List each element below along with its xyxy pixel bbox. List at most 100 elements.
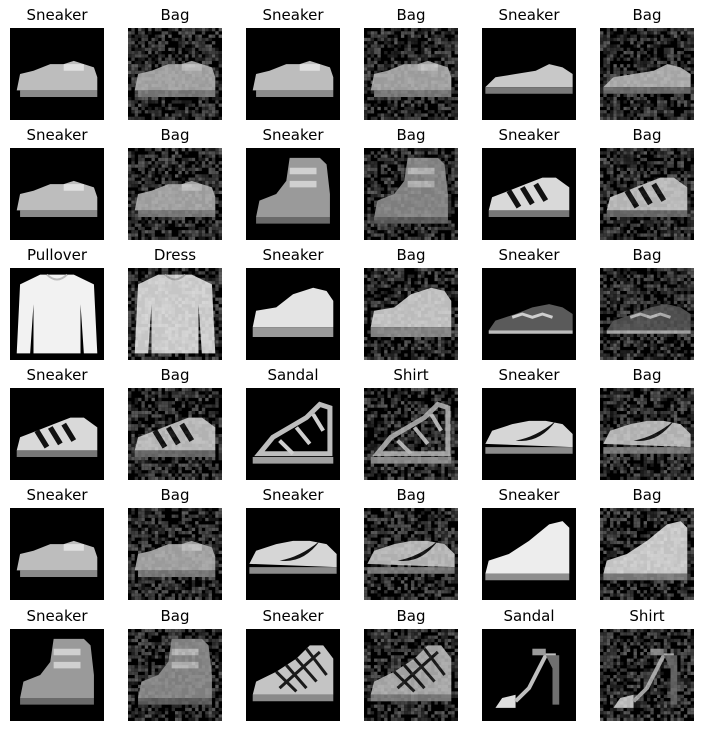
thumbnail-image — [482, 148, 576, 240]
cell-label: Bag — [632, 366, 662, 384]
thumbnail-image — [128, 629, 222, 721]
thumbnail-image — [246, 388, 340, 480]
sneaker-low-shape — [134, 540, 216, 577]
thumbnail-image — [600, 508, 694, 600]
grid-cell: Bag — [128, 0, 222, 120]
sandal-strappy-shape — [252, 401, 334, 464]
cell-label: Sneaker — [26, 6, 88, 24]
sneaker-swoosh-shape — [249, 540, 337, 574]
grid-cell: Sneaker — [482, 480, 576, 600]
thumbnail-image — [364, 148, 458, 240]
cell-label: Shirt — [393, 366, 429, 384]
sneaker-swoosh-shape — [603, 420, 691, 454]
sneaker-stripes-shape — [134, 417, 216, 457]
thumbnail-image — [364, 28, 458, 120]
cell-label: Sneaker — [498, 366, 560, 384]
thumbnail-image — [246, 629, 340, 721]
thumbnail-image — [364, 388, 458, 480]
thumbnail-image — [10, 388, 104, 480]
grid-cell: Bag — [364, 601, 458, 721]
thumbnail-image — [600, 28, 694, 120]
grid-cell: Shirt — [364, 360, 458, 480]
grid-cell: Sneaker — [10, 480, 104, 600]
cell-label: Bag — [396, 607, 426, 625]
sneaker-chunky-shape — [370, 287, 452, 337]
cell-label: Dress — [153, 246, 197, 264]
sneaker-low-shape — [16, 60, 98, 97]
grid-cell: Sneaker — [10, 0, 104, 120]
cell-label: Sneaker — [262, 126, 324, 144]
sandal-strappy-shape — [370, 401, 452, 464]
sneaker-low-shape — [134, 180, 216, 217]
thumbnail-image — [128, 388, 222, 480]
thumbnail-image — [482, 629, 576, 721]
grid-cell: Sneaker — [246, 0, 340, 120]
grid-cell: Sneaker — [10, 360, 104, 480]
grid-cell: Bag — [364, 240, 458, 360]
grid-cell: Sneaker — [246, 120, 340, 240]
thumbnail-image — [128, 268, 222, 360]
grid-cell: Bag — [364, 120, 458, 240]
cell-label: Bag — [396, 486, 426, 504]
cell-label: Sneaker — [498, 486, 560, 504]
thumbnail-image — [482, 508, 576, 600]
sneaker-flat-shape — [485, 64, 573, 94]
pullover-shape — [16, 273, 98, 354]
cell-label: Sneaker — [26, 126, 88, 144]
cell-label: Bag — [396, 126, 426, 144]
thumbnail-image — [600, 629, 694, 721]
cell-label: Pullover — [26, 246, 88, 264]
sneaker-low-shape — [16, 540, 98, 577]
grid-cell: Sneaker — [246, 240, 340, 360]
sneaker-flat-shape — [603, 64, 691, 94]
thumbnail-image — [128, 28, 222, 120]
cell-label: Sneaker — [26, 366, 88, 384]
sneaker-stripes-shape — [488, 177, 570, 217]
grid-cell: Sneaker — [482, 240, 576, 360]
boot-high-shape — [138, 638, 212, 705]
sneaker-lattice-shape — [370, 645, 452, 702]
thumbnail-image — [246, 148, 340, 240]
cell-label: Bag — [632, 246, 662, 264]
thumbnail-image — [364, 268, 458, 360]
sneaker-swoosh-shape — [367, 540, 455, 574]
grid-cell: Shirt — [600, 601, 694, 721]
sandal-heel-shape — [613, 648, 678, 708]
sneaker-low-shape — [16, 180, 98, 217]
cell-label: Bag — [160, 6, 190, 24]
thumbnail-image — [128, 508, 222, 600]
grid-cell: Sneaker — [246, 480, 340, 600]
thumbnail-image — [482, 268, 576, 360]
thumbnail-image — [482, 28, 576, 120]
thumbnail-image — [10, 28, 104, 120]
thumbnail-image — [10, 148, 104, 240]
cell-label: Sneaker — [26, 607, 88, 625]
pullover-shape — [134, 273, 216, 354]
grid-cell: Bag — [600, 240, 694, 360]
sneaker-stripes-shape — [16, 417, 98, 457]
thumbnail-image — [128, 148, 222, 240]
cell-label: Bag — [632, 486, 662, 504]
cell-label: Sandal — [503, 607, 555, 625]
cell-label: Sneaker — [26, 486, 88, 504]
thumbnail-image — [482, 388, 576, 480]
thumbnail-image — [600, 268, 694, 360]
grid-cell: Sneaker — [10, 120, 104, 240]
cell-label: Sneaker — [262, 6, 324, 24]
boot-high-shape — [374, 157, 448, 224]
grid-cell: Bag — [128, 120, 222, 240]
thumbnail-image — [364, 629, 458, 721]
thumbnail-image — [600, 148, 694, 240]
grid-cell: Bag — [600, 480, 694, 600]
cell-label: Sneaker — [498, 6, 560, 24]
cell-label: Bag — [632, 126, 662, 144]
cell-label: Bag — [160, 366, 190, 384]
thumbnail-image — [246, 28, 340, 120]
sneaker-low-shape — [370, 60, 452, 97]
grid-cell: Sneaker — [246, 601, 340, 721]
thumbnail-image — [10, 268, 104, 360]
grid-cell: Bag — [600, 0, 694, 120]
grid-cell: Bag — [600, 120, 694, 240]
cell-label: Bag — [396, 246, 426, 264]
